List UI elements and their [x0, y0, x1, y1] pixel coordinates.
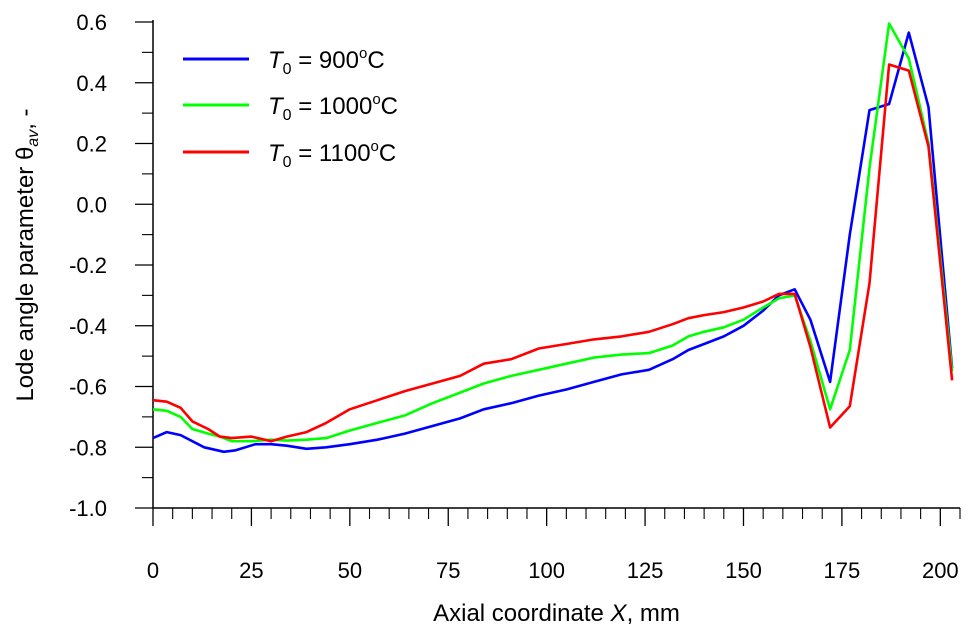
y-tick-label: 0.6 [76, 10, 107, 35]
x-tick-label: 25 [239, 558, 263, 583]
x-axis-title: Axial coordinate X, mm [433, 600, 680, 627]
series-line-900 [152, 31, 954, 454]
x-tick-label: 150 [725, 558, 762, 583]
series-line-1100 [152, 63, 954, 443]
series-line-1000 [152, 22, 954, 443]
x-tick-label: 100 [528, 558, 565, 583]
x-tick-label: 0 [147, 558, 159, 583]
legend-label-900: T0 = 900oC [268, 45, 385, 78]
y-tick-label: -0.8 [69, 435, 107, 460]
y-tick-label: -0.2 [69, 253, 107, 278]
y-tick-label: 0.2 [76, 132, 107, 157]
x-tick-label: 50 [338, 558, 362, 583]
axes [152, 20, 960, 509]
legend-item-1000: T0 = 1000oC [183, 91, 398, 124]
x-tick-label: 125 [627, 558, 664, 583]
y-axis-title: Lode angle parameter θav, - [12, 108, 42, 401]
y-tick-label: -0.6 [69, 375, 107, 400]
x-tick-label: 75 [436, 558, 460, 583]
y-tick-label: -0.4 [69, 314, 107, 339]
y-tick-label: 0.4 [76, 71, 107, 96]
x-tick-label: 175 [824, 558, 861, 583]
legend-item-900: T0 = 900oC [183, 45, 385, 78]
legend-label-1000: T0 = 1000oC [268, 91, 398, 124]
x-tick-label: 200 [922, 558, 959, 583]
y-tick-label: -1.0 [69, 496, 107, 521]
legend-item-1100: T0 = 1100oC [183, 138, 396, 171]
legend: T0 = 900oC T0 = 1000oC T0 = 1100oC [183, 45, 398, 171]
y-tick-label: 0.0 [76, 192, 107, 217]
x-ticks: 0 25 50 75 100 125 150 175 200 [147, 508, 961, 583]
y-ticks: -1.0 -0.8 -0.6 -0.4 -0.2 0.0 0.2 0.4 0.6 [69, 10, 153, 521]
series-layer [152, 22, 954, 454]
legend-label-1100: T0 = 1100oC [268, 138, 396, 171]
